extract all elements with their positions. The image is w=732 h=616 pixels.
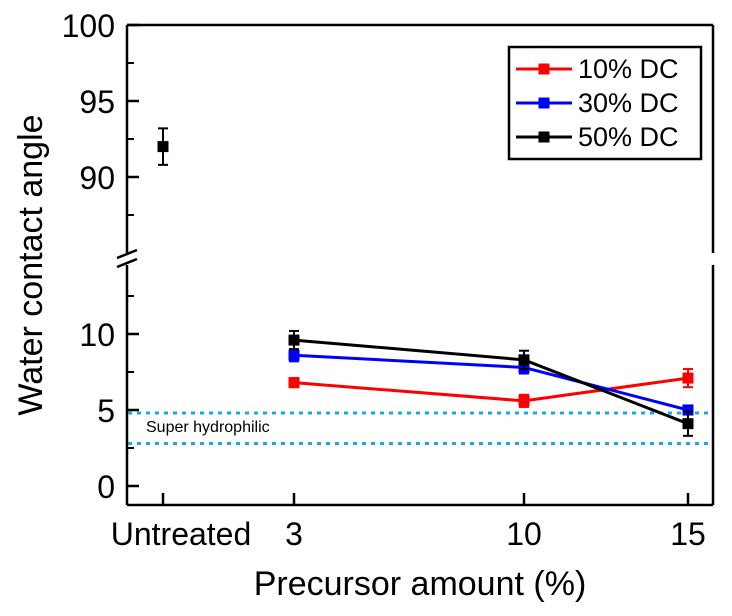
- data-point-s1-p0: [288, 349, 300, 361]
- data-layer: [157, 127, 694, 437]
- super-hydrophilic-label: Super hydrophilic: [146, 419, 270, 436]
- data-point-s2-p0: [288, 334, 300, 346]
- data-point-untreated: [157, 141, 169, 153]
- legend-swatch-marker-2: [538, 131, 550, 143]
- y-tick-label-90: 90: [79, 160, 115, 196]
- legend: 10% DC 30% DC 50% DC: [507, 45, 703, 161]
- data-point-s2-p1: [518, 354, 530, 366]
- y-tick-label-10: 10: [79, 317, 115, 353]
- y-axis-title: Water contact angle: [12, 114, 50, 415]
- axis-break-mark-2: [116, 257, 138, 269]
- legend-label-30-dc: 30% DC: [578, 88, 679, 118]
- y-axis-lower: 10 5 0: [79, 295, 139, 505]
- x-tick-label-15: 15: [670, 516, 706, 552]
- data-point-s1-p2: [682, 404, 694, 416]
- series-line-0: [293, 376, 689, 403]
- legend-label-50-dc: 50% DC: [578, 122, 679, 152]
- reference-lines: [128, 411, 712, 445]
- legend-label-10-dc: 10% DC: [578, 54, 679, 84]
- y-tick-label-5: 5: [97, 393, 115, 429]
- data-point-s0-p1: [518, 395, 530, 407]
- legend-entries: [516, 63, 572, 143]
- x-tick-label-untreated: Untreated: [111, 516, 252, 552]
- y-tick-label-0: 0: [97, 469, 115, 505]
- y-tick-label-100: 100: [62, 8, 115, 44]
- data-point-s0-p0: [288, 377, 300, 389]
- plot-frame: [116, 23, 715, 507]
- series-line-2: [293, 338, 689, 426]
- y-tick-label-95: 95: [79, 84, 115, 120]
- x-tick-label-10: 10: [506, 516, 542, 552]
- data-point-s0-p2: [682, 372, 694, 384]
- legend-swatch-marker-0: [538, 63, 550, 75]
- x-axis: Untreated 3 10 15: [111, 493, 706, 552]
- y-axis-upper: 100 95 90: [62, 8, 139, 216]
- data-point-s2-p2: [682, 418, 694, 430]
- legend-swatch-marker-1: [538, 97, 550, 109]
- x-tick-label-3: 3: [285, 516, 303, 552]
- x-axis-title: Precursor amount (%): [254, 565, 587, 603]
- axis-break-mark-1: [116, 248, 138, 260]
